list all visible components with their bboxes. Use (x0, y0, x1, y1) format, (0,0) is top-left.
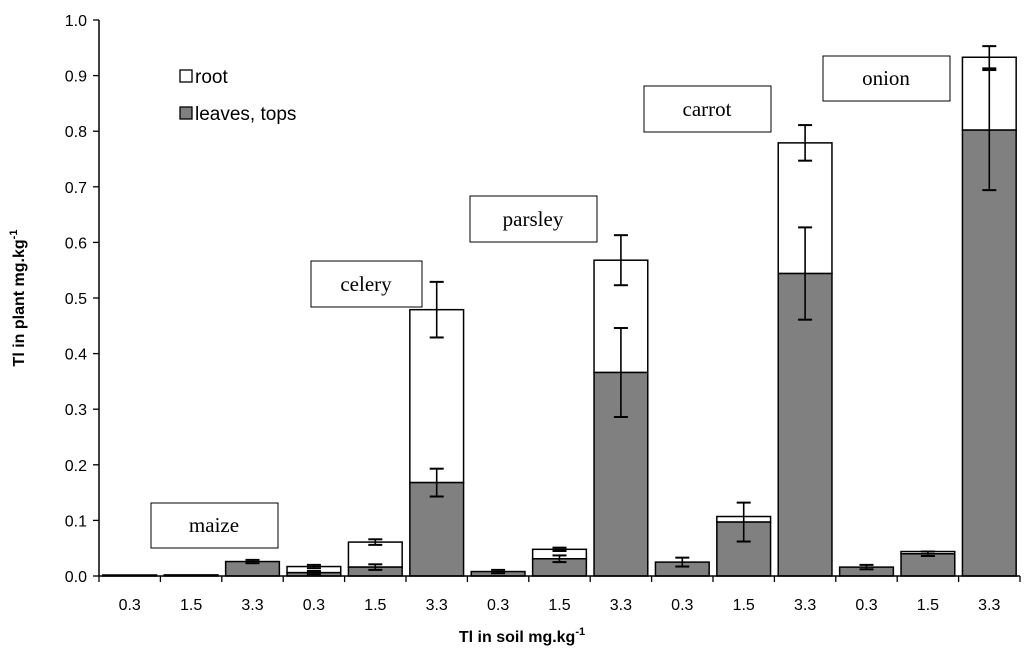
legend-label-leaves: leaves, tops (195, 104, 296, 125)
x-tick-label: 0.3 (855, 597, 877, 614)
svg-text:onion: onion (862, 66, 910, 90)
crop-label-carrot: carrot (643, 85, 772, 133)
x-tick-label: 3.3 (978, 597, 1000, 614)
y-tick-label: 0.0 (65, 569, 87, 586)
crop-label-onion: onion (822, 55, 951, 102)
y-tick-label: 0.1 (65, 513, 87, 530)
y-tick-label: 0.8 (65, 124, 87, 141)
svg-text:carrot: carrot (683, 97, 732, 121)
x-tick-label: 3.3 (610, 597, 632, 614)
legend-swatch-root (179, 69, 193, 83)
bars-layer (102, 56, 1017, 577)
y-axis-title: Tl in plant mg.kg-1 (8, 230, 28, 367)
x-tick-label: 1.5 (548, 597, 570, 614)
y-tick-label: 0.9 (65, 69, 87, 86)
x-tick-label: 0.3 (487, 597, 509, 614)
y-tick-label: 0.7 (65, 180, 87, 197)
y-tick-label: 0.3 (65, 402, 87, 419)
x-ticks: 0.3 1.5 3.3 0.3 1.5 3.3 0.3 1.5 3.3 0.3 1.5 3.3 0.3 1… (98, 576, 1021, 614)
x-axis-title: Tl in soil mg.kg-1 (459, 626, 585, 646)
x-tick-label: 3.3 (426, 597, 448, 614)
bar-leaves-tops (777, 272, 833, 577)
legend-label-root: root (195, 67, 228, 88)
x-tick-label: 1.5 (364, 597, 386, 614)
bar-root (409, 308, 465, 484)
bar-leaves-tops (409, 481, 465, 577)
svg-text:parsley: parsley (503, 207, 564, 231)
svg-text:celery: celery (340, 272, 392, 296)
legend-swatch-leaves (179, 106, 193, 120)
legend-item-leaves: leaves, tops (179, 104, 296, 125)
error-bars-layer (245, 45, 997, 576)
legend: root leaves, tops (179, 67, 296, 125)
x-tick-label: 1.5 (917, 597, 939, 614)
svg-text:maize: maize (189, 513, 239, 537)
x-tick-label: 3.3 (241, 597, 263, 614)
crop-label-maize: maize (150, 502, 279, 549)
crop-label-celery: celery (310, 260, 423, 308)
y-tick-label: 0.4 (65, 347, 87, 364)
x-tick-label: 0.3 (303, 597, 325, 614)
y-tick-label: 1.0 (65, 13, 87, 30)
x-tick-label: 0.3 (119, 597, 141, 614)
x-tick-label: 1.5 (733, 597, 755, 614)
bar-leaves-tops (900, 553, 956, 577)
y-ticks: 0.0 0.1 0.2 0.3 0.4 0.5 0.6 0.7 0.8 0.9 1.0 (65, 13, 99, 586)
x-tick-label: 1.5 (180, 597, 202, 614)
crop-label-parsley: parsley (469, 195, 598, 243)
x-tick-label: 0.3 (671, 597, 693, 614)
y-tick-label: 0.2 (65, 458, 87, 475)
legend-item-root: root (179, 67, 228, 88)
bar-leaves-tops (961, 129, 1017, 577)
y-tick-label: 0.5 (65, 291, 87, 308)
x-tick-label: 3.3 (794, 597, 816, 614)
y-tick-label: 0.6 (65, 235, 87, 252)
